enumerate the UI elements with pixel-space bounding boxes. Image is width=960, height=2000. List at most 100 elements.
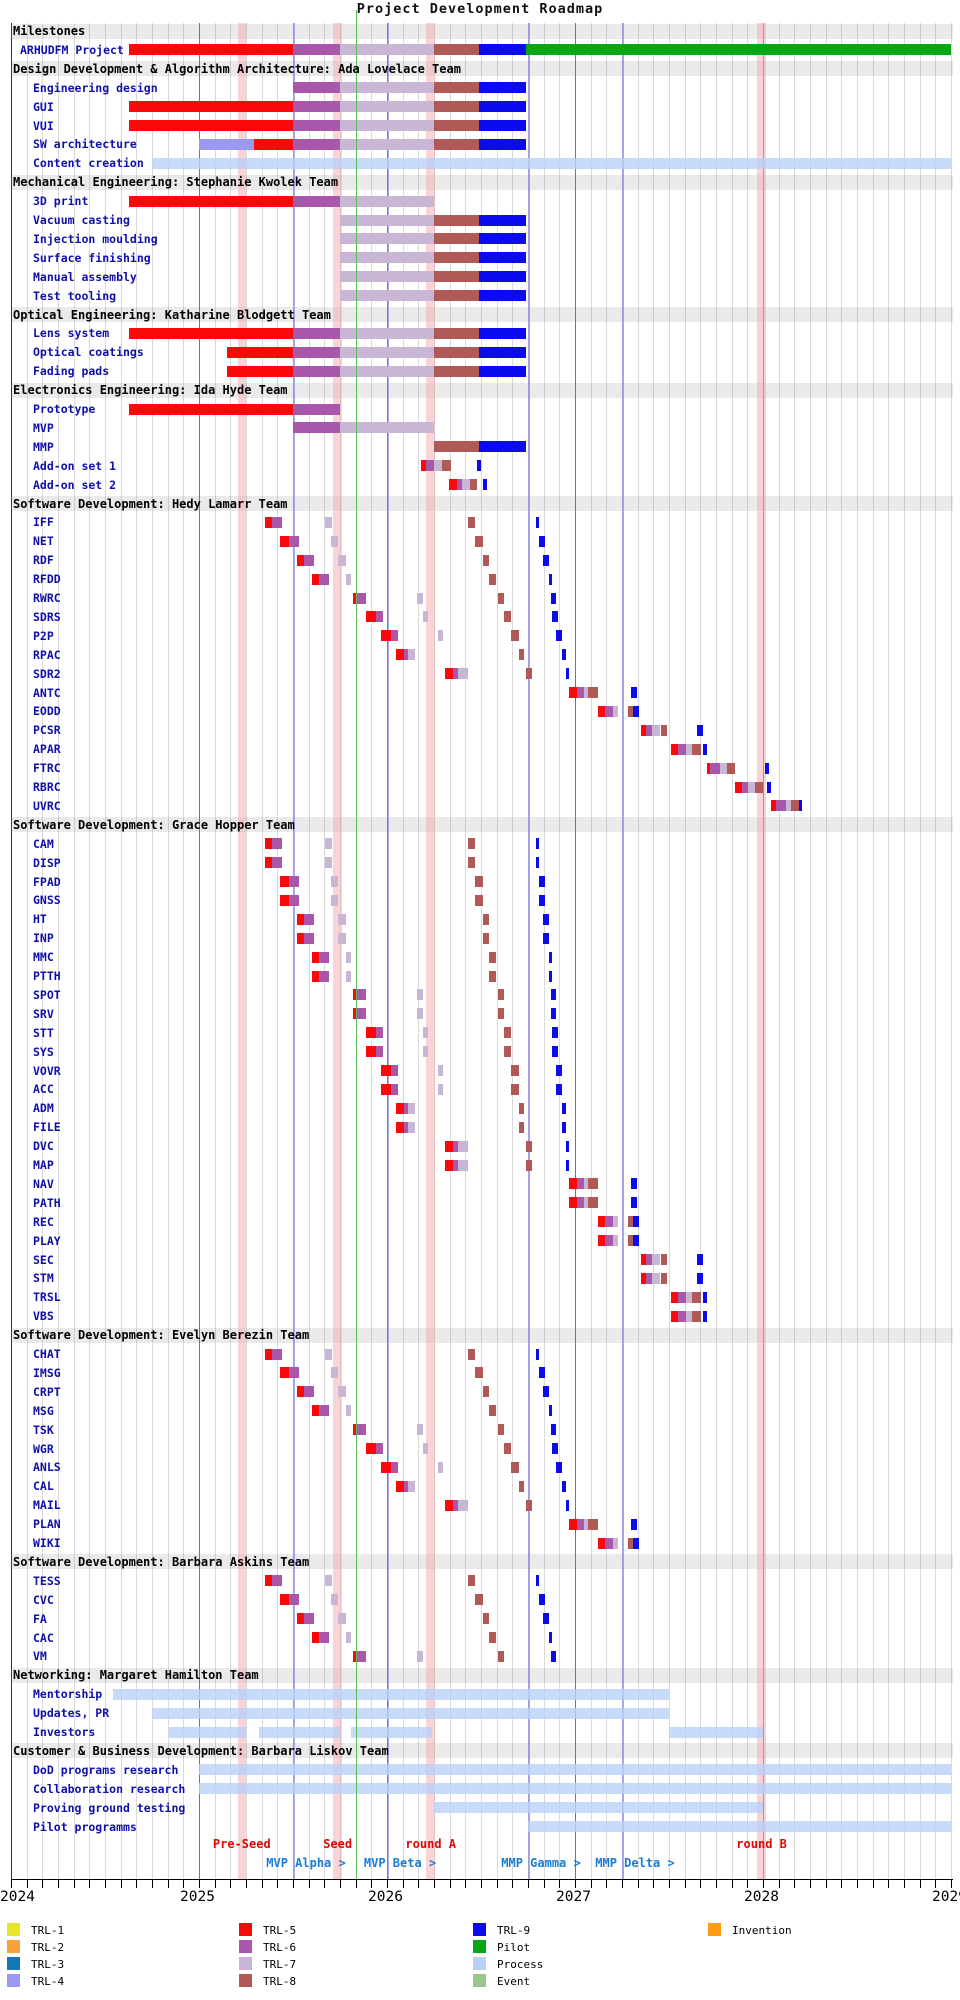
section-header-band <box>11 174 953 190</box>
gantt-bar <box>289 535 299 547</box>
gantt-bar <box>279 1367 290 1379</box>
gantt-bar <box>550 1424 557 1436</box>
gantt-bar <box>293 365 340 377</box>
task-label: FPAD <box>33 874 61 889</box>
gantt-bar <box>550 1650 557 1662</box>
section-header-label: Optical Engineering: Katharine Blodgett … <box>13 307 331 322</box>
gantt-bar <box>584 1178 589 1190</box>
gantt-bar <box>503 1046 512 1058</box>
gantt-bar <box>417 1008 423 1020</box>
gantt-bar <box>511 1083 519 1095</box>
month-gridline <box>58 23 59 1879</box>
section-header-band <box>11 1667 953 1683</box>
task-label: P2P <box>33 628 54 643</box>
funding-round-label: round A <box>405 1837 456 1851</box>
gantt-bar <box>597 1235 606 1247</box>
gantt-bar <box>605 1235 613 1247</box>
gantt-bar <box>479 252 527 264</box>
today-line <box>355 10 358 1879</box>
gantt-bar <box>319 1405 329 1417</box>
task-label: TESS <box>33 1573 61 1588</box>
event-band <box>237 23 246 1879</box>
gantt-bar <box>785 800 792 812</box>
gantt-bar <box>467 1348 476 1360</box>
gantt-bar <box>168 1726 246 1738</box>
gantt-bar <box>324 857 333 869</box>
gantt-bar <box>535 1575 540 1587</box>
gantt-bar <box>526 1499 532 1511</box>
gantt-bar <box>289 1367 299 1379</box>
section-header-band <box>11 23 953 39</box>
gantt-bar <box>576 1518 585 1530</box>
task-label: RDF <box>33 553 54 568</box>
gantt-bar <box>631 687 638 698</box>
task-label: TRSL <box>33 1290 61 1305</box>
gantt-bar <box>434 44 480 56</box>
gantt-bar <box>338 1386 346 1398</box>
legend-item: TRL-6 <box>239 1940 419 1956</box>
month-gridline <box>167 23 169 1879</box>
task-label: RBRC <box>33 780 61 794</box>
axis-tick <box>622 1880 623 1888</box>
gantt-bar <box>434 271 480 283</box>
year-gridline <box>199 23 200 1879</box>
legend-item: TRL-3 <box>7 1957 187 1973</box>
gantt-bar <box>569 1197 577 1209</box>
axis-tick <box>58 1880 59 1888</box>
gantt-bar <box>272 1348 282 1360</box>
axis-tick <box>11 1880 12 1888</box>
funding-round-label: round B <box>736 1837 787 1851</box>
gantt-bar <box>434 1802 763 1814</box>
task-label: MSG <box>33 1403 54 1418</box>
gantt-bar <box>366 611 376 623</box>
gantt-bar <box>340 138 434 150</box>
axis-tick <box>465 1880 467 1888</box>
gantt-bar <box>535 1348 540 1360</box>
month-gridline <box>904 23 905 1879</box>
legend-swatch <box>473 1940 486 1953</box>
task-label: HT <box>33 912 47 927</box>
gantt-bar <box>488 970 497 982</box>
gantt-bar <box>293 327 340 339</box>
axis-tick <box>794 1880 796 1888</box>
month-gridline <box>700 23 702 1879</box>
gantt-bar <box>798 800 803 812</box>
legend-swatch <box>473 1974 486 1987</box>
gantt-bar <box>569 687 577 698</box>
section-header-label: Customer & Business Development: Barbara… <box>13 1743 389 1758</box>
gantt-bar <box>417 592 423 604</box>
task-label: VOVR <box>33 1063 61 1078</box>
gantt-bar <box>556 1461 562 1473</box>
gantt-bar <box>437 1461 444 1473</box>
gantt-bar <box>407 1121 416 1133</box>
gantt-bar <box>452 1499 459 1511</box>
release-milestone-label: MMP Delta > <box>595 1856 675 1870</box>
gantt-bar <box>434 460 442 472</box>
legend-item: Event <box>473 1974 653 1990</box>
gantt-bar <box>353 1650 357 1662</box>
gantt-bar <box>319 970 329 982</box>
gantt-bar <box>518 1102 525 1114</box>
gantt-bar <box>390 1461 399 1473</box>
gantt-bar <box>511 630 519 642</box>
gantt-bar <box>356 592 367 604</box>
task-label: MMP <box>33 439 54 454</box>
gantt-bar <box>661 1272 668 1284</box>
gantt-bar <box>390 630 399 642</box>
gantt-bar <box>403 1480 408 1492</box>
legend-swatch <box>7 1923 20 1936</box>
task-label: ACC <box>33 1082 54 1097</box>
gantt-bar <box>678 743 686 755</box>
gantt-bar <box>685 1291 692 1303</box>
section-header-band <box>11 61 953 77</box>
task-label: CAL <box>33 1479 54 1494</box>
gantt-bar <box>576 687 585 698</box>
gantt-bar <box>719 762 728 774</box>
gantt-bar <box>543 932 549 944</box>
gantt-bar <box>456 479 463 491</box>
gantt-bar <box>518 649 525 661</box>
gantt-bar <box>420 460 427 472</box>
gantt-bar <box>535 516 540 528</box>
gantt-bar <box>552 1046 559 1058</box>
gantt-bar <box>375 1027 384 1039</box>
